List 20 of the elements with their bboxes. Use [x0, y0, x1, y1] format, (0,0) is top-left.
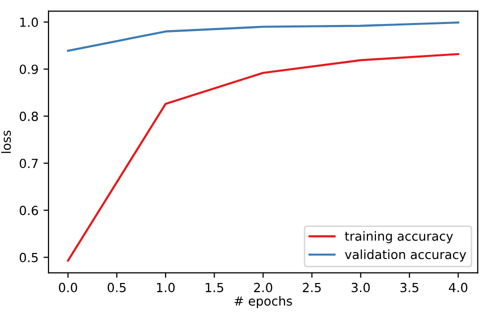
- y-tick-label: 0.5: [20, 252, 38, 262]
- x-tick-label: 2.0: [254, 282, 272, 292]
- y-axis-title: loss: [1, 130, 11, 153]
- y-tick-label: 0.9: [20, 64, 38, 74]
- line-series: [66, 21, 460, 52]
- y-tick-label: 0.7: [20, 158, 38, 168]
- x-axis-title: # epochs: [234, 296, 292, 308]
- x-tick-label: 3.0: [352, 282, 370, 292]
- x-tick-label: 4.0: [448, 282, 468, 292]
- x-tick-label: 0.0: [58, 282, 78, 292]
- x-tick-label: 1.0: [156, 282, 175, 292]
- x-tick-label: 0.5: [108, 282, 126, 292]
- legend-label: training accuracy: [344, 231, 453, 244]
- legend-label: validation accuracy: [344, 250, 466, 262]
- x-tick-label: 3.5: [400, 282, 418, 292]
- x-tick-label: 1.5: [206, 282, 224, 292]
- y-tick-label: 1.0: [20, 18, 38, 27]
- x-tick-label: 2.5: [302, 282, 321, 292]
- y-tick-label: 0.6: [20, 206, 38, 216]
- y-tick-label: 0.8: [20, 112, 38, 122]
